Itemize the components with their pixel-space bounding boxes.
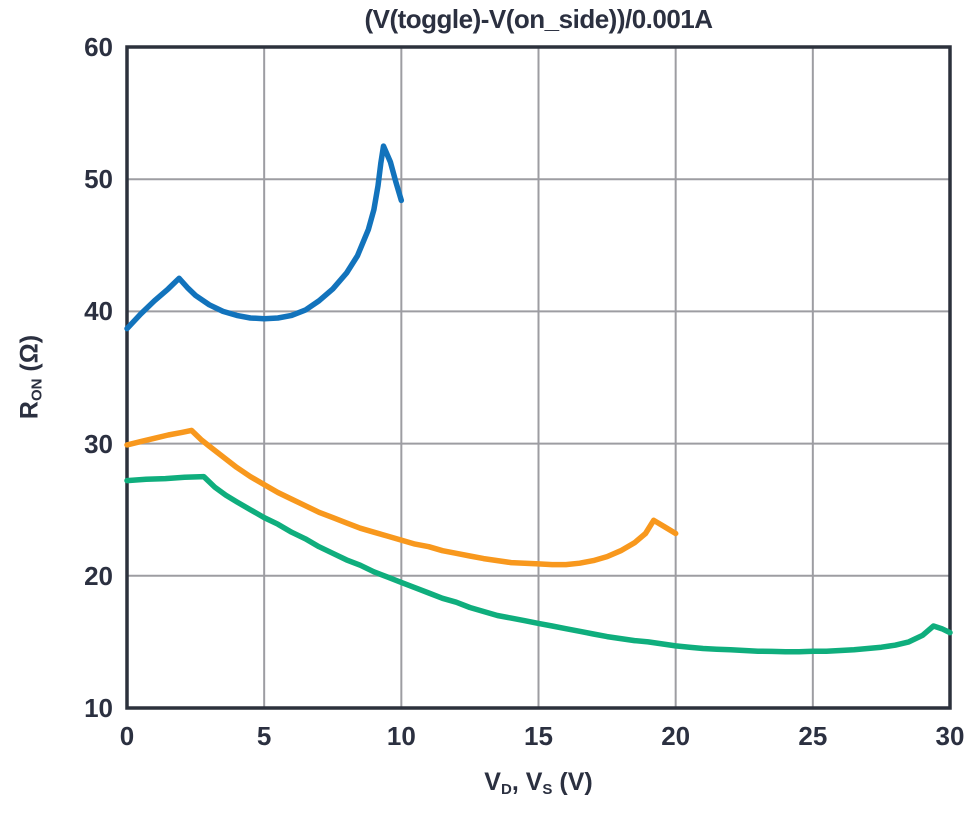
chart-title: (V(toggle)-V(on_side))/0.001A xyxy=(364,4,713,34)
y-axis-label-symbol: R xyxy=(15,401,44,420)
y-tick-label-60: 60 xyxy=(84,32,113,62)
x-axis-label-vs: , V xyxy=(511,768,543,796)
y-tick-label-20: 20 xyxy=(84,560,113,591)
y-tick-label-50: 50 xyxy=(84,164,113,195)
x-tick-label-10: 10 xyxy=(386,721,416,751)
x-tick-label-15: 15 xyxy=(524,721,553,751)
y-tick-label-40: 40 xyxy=(84,296,113,327)
x-tick-label-0: 0 xyxy=(119,721,135,751)
x-tick-label-30: 30 xyxy=(935,721,965,751)
series-line-orange-sweep-0-20V xyxy=(124,427,679,568)
x-axis-label-vd: V xyxy=(484,768,501,796)
x-tick-label-20: 20 xyxy=(661,721,691,751)
y-tick-label-30: 30 xyxy=(84,428,113,459)
x-axis-label-vd-subscript: D xyxy=(500,781,512,798)
series-line-green-sweep-0-30V xyxy=(124,473,953,655)
series-line-blue-sweep-0-10V xyxy=(124,143,405,332)
x-axis-label-vs-subscript: S xyxy=(542,781,553,798)
x-axis-label-unit: (V) xyxy=(552,768,593,796)
x-axis-label: VD, VS (V) xyxy=(127,768,950,798)
x-tick-label-5: 5 xyxy=(256,721,272,751)
y-tick-label-10: 10 xyxy=(84,693,113,723)
x-tick-label-25: 25 xyxy=(798,721,828,751)
x-axis-tick-labels: 0 5 10 15 20 25 30 xyxy=(0,721,978,751)
y-axis-label-subscript: ON xyxy=(28,378,46,402)
y-axis-label: RON (Ω) xyxy=(15,334,46,420)
y-axis-label-unit: (Ω) xyxy=(15,334,44,379)
plot-border xyxy=(125,45,952,710)
